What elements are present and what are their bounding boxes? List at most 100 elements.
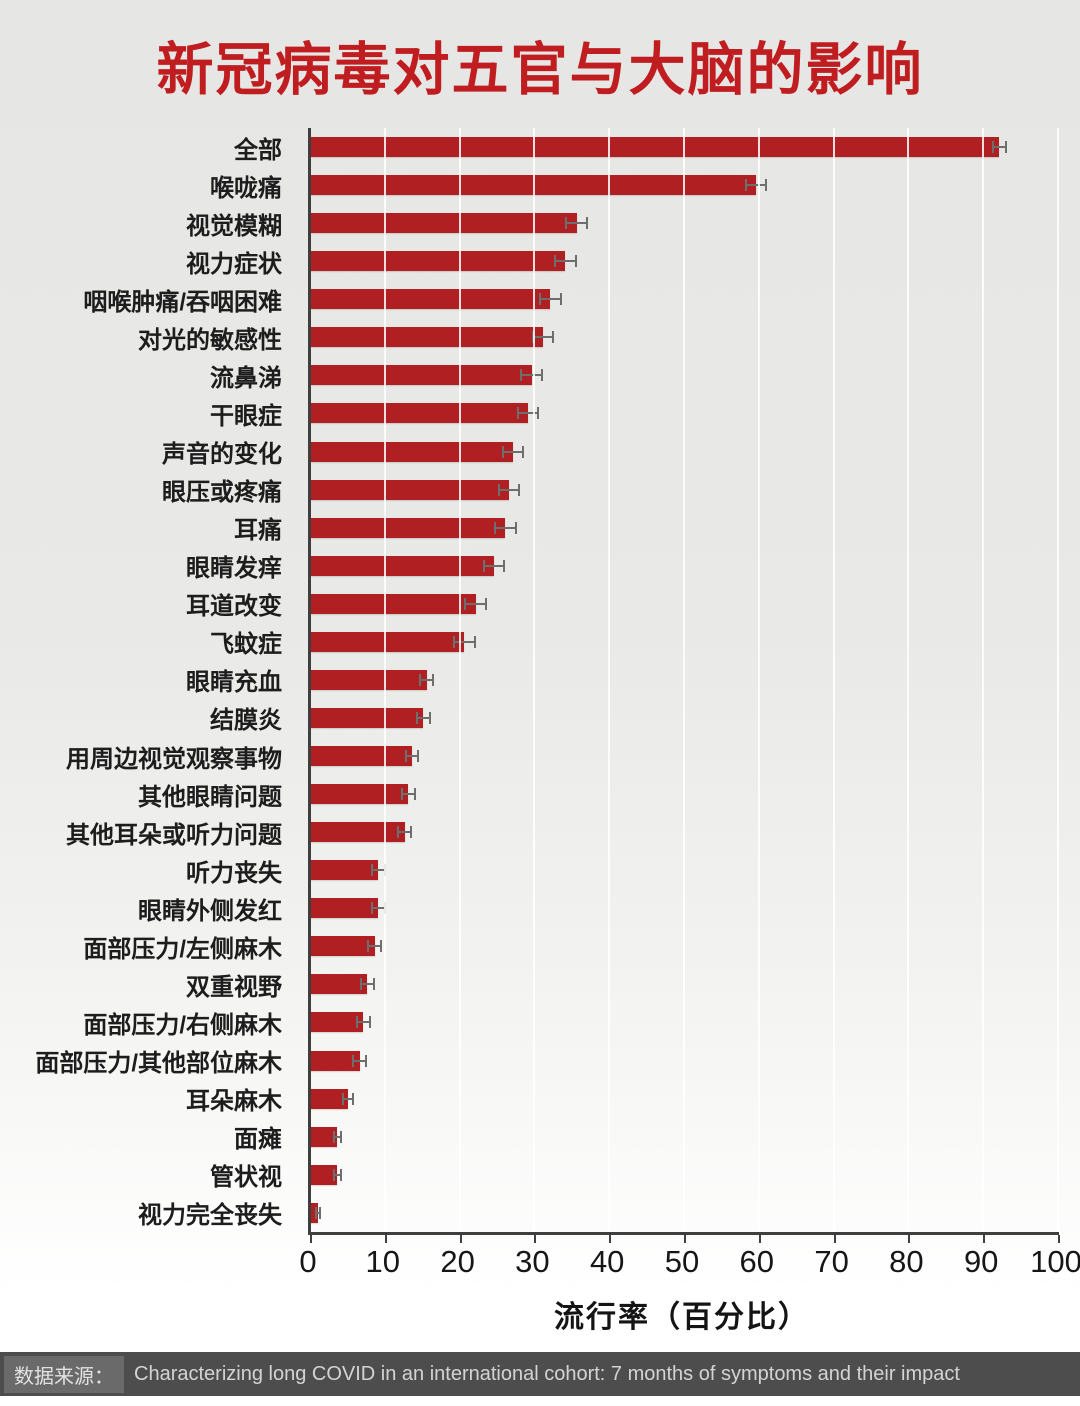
- axis-tick-mark: [534, 1235, 537, 1243]
- error-bar: [359, 977, 375, 991]
- axis-tick-mark: [684, 1235, 686, 1243]
- bar-row: [311, 889, 1059, 927]
- error-bar: [400, 787, 416, 801]
- bar: [311, 289, 551, 310]
- error-bar: [352, 1054, 368, 1068]
- bar-row: [311, 280, 1059, 318]
- category-label: 面部压力/右侧麻木: [83, 1011, 282, 1039]
- error-bar: [342, 1092, 355, 1106]
- bar-row: [311, 775, 1059, 813]
- error-bar: [501, 445, 525, 459]
- bar-row: [311, 623, 1059, 661]
- bar-row: [311, 204, 1059, 242]
- gridline: [757, 128, 760, 1232]
- error-bar: [483, 559, 506, 573]
- gridline: [832, 128, 835, 1232]
- gridline: [458, 128, 461, 1232]
- gridline: [683, 128, 685, 1232]
- category-label: 视力完全丧失: [138, 1202, 282, 1230]
- bar-row: [311, 1194, 1059, 1232]
- bar-row: [311, 737, 1059, 775]
- bar-row: [311, 699, 1059, 737]
- bar-row: [311, 128, 1059, 166]
- axis-tick-mark: [310, 1235, 312, 1243]
- bar: [311, 327, 543, 348]
- bar: [311, 403, 528, 424]
- category-label: 眼压或疼痛: [162, 479, 282, 507]
- error-bar: [332, 1130, 342, 1144]
- category-label: 干眼症: [210, 402, 282, 430]
- error-bar: [744, 178, 768, 192]
- x-axis-tick-label: 40: [589, 1244, 625, 1279]
- axis-tick-mark: [758, 1235, 761, 1243]
- bar-row: [311, 1118, 1059, 1156]
- category-label: 耳道改变: [186, 593, 282, 621]
- category-label: 对光的敏感性: [138, 326, 282, 354]
- gridline: [1057, 128, 1059, 1232]
- bar: [311, 746, 412, 767]
- bar: [311, 1050, 360, 1071]
- error-bar: [554, 254, 577, 268]
- error-bar: [531, 330, 555, 344]
- category-label: 面部压力/左侧麻木: [83, 935, 282, 963]
- bar: [311, 479, 510, 500]
- error-bar: [565, 216, 588, 230]
- category-label: 用周边视觉观察事物: [66, 745, 282, 773]
- bar-row: [311, 509, 1059, 547]
- category-label: 咽喉肿痛/吞咽困难: [83, 288, 282, 316]
- category-label: 耳朵麻木: [186, 1088, 282, 1116]
- bar-row: [311, 1003, 1059, 1041]
- category-label: 眼睛充血: [186, 669, 282, 697]
- bar-row: [311, 433, 1059, 471]
- bar-row: [311, 1042, 1059, 1080]
- bar-row: [311, 585, 1059, 623]
- error-bar: [415, 711, 431, 725]
- gridline: [982, 128, 985, 1232]
- axis-tick-mark: [609, 1235, 612, 1243]
- x-axis-tick-label: 60: [739, 1244, 775, 1279]
- bar: [311, 631, 465, 652]
- bar: [311, 936, 375, 957]
- bar: [311, 1202, 319, 1223]
- category-label: 眼睛发痒: [186, 555, 282, 583]
- axis-tick-mark: [1058, 1235, 1060, 1243]
- bar: [311, 1012, 364, 1033]
- gridline: [907, 128, 910, 1232]
- category-labels-column: 全部 喉咙痛 视觉模糊 视力症状 咽喉肿痛/吞咽困难 对光的敏感性 流鼻涕 干眼症 声音的变化眼…: [0, 128, 296, 1232]
- axis-tick-mark: [983, 1235, 986, 1243]
- bar: [311, 441, 513, 462]
- bar: [311, 1126, 338, 1147]
- error-bar: [991, 140, 1007, 154]
- bar: [311, 898, 379, 919]
- axis-tick-mark: [384, 1235, 387, 1243]
- source-bar: 数据来源： Characterizing long COVID in an in…: [0, 1352, 1080, 1396]
- bar-row: [311, 965, 1059, 1003]
- bar-row: [311, 356, 1059, 394]
- x-axis-tick-label: 90: [963, 1244, 999, 1279]
- bar: [311, 555, 495, 576]
- error-bar: [397, 825, 412, 839]
- x-axis-tick-label: 50: [664, 1244, 700, 1279]
- error-bar: [315, 1206, 322, 1220]
- error-bar: [539, 292, 562, 306]
- category-label: 视觉模糊: [186, 212, 282, 240]
- bar: [311, 137, 1000, 158]
- category-label: 其他眼睛问题: [138, 783, 282, 811]
- category-label: 耳痛: [234, 517, 282, 545]
- bar: [311, 707, 424, 728]
- bar-row: [311, 394, 1059, 432]
- bar-row: [311, 166, 1059, 204]
- error-bar: [464, 597, 487, 611]
- error-bar: [453, 635, 476, 649]
- category-label: 其他耳朵或听力问题: [66, 821, 282, 849]
- category-label: 全部: [234, 136, 282, 164]
- error-bar: [498, 483, 521, 497]
- x-axis-label: 流行率（百分比）: [554, 1301, 810, 1334]
- bar: [311, 974, 368, 995]
- x-axis: 0 10 20 30 40 50 60 70 80 90 100: [299, 1244, 1080, 1284]
- category-label: 双重视野: [186, 973, 282, 1001]
- bar-row: [311, 661, 1059, 699]
- bar-row: [311, 813, 1059, 851]
- x-axis-tick-label: 10: [365, 1244, 401, 1279]
- category-label: 面部压力/其他部位麻木: [35, 1050, 282, 1078]
